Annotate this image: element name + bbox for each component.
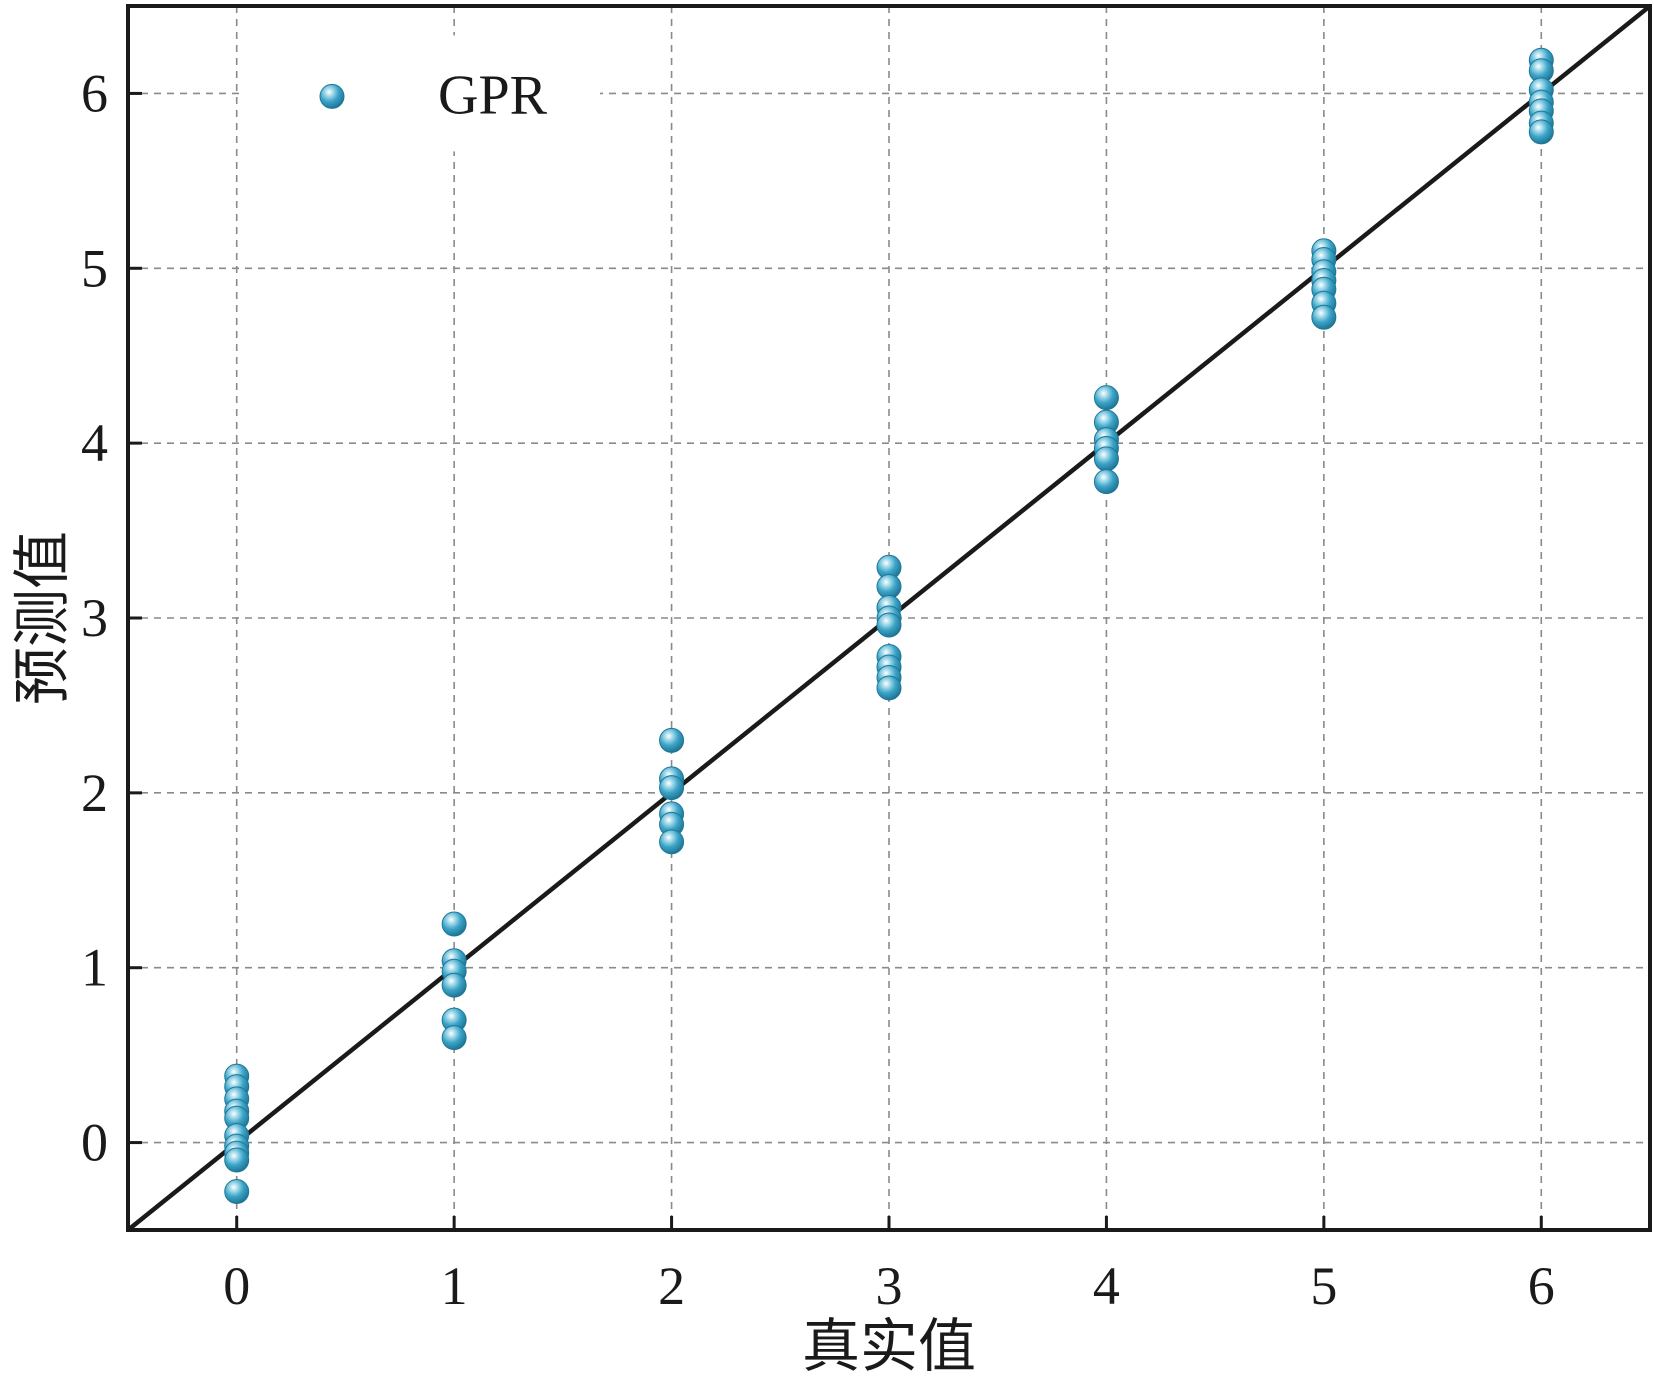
y-tick-label: 4 xyxy=(81,413,108,473)
data-point xyxy=(224,1147,250,1173)
x-tick-label: 5 xyxy=(1310,1256,1337,1316)
axis-ticks xyxy=(128,91,1543,1230)
data-point xyxy=(1528,119,1554,145)
data-point xyxy=(1093,469,1119,495)
axis-titles: 真实值 预测值 xyxy=(8,531,976,1380)
data-point xyxy=(1311,304,1337,330)
x-tick-label: 0 xyxy=(223,1256,250,1316)
x-tick-label: 4 xyxy=(1093,1256,1120,1316)
x-tick-label: 1 xyxy=(441,1256,468,1316)
x-tick-label: 3 xyxy=(876,1256,903,1316)
x-tick-label: 6 xyxy=(1528,1256,1555,1316)
x-tick-label: 2 xyxy=(658,1256,685,1316)
legend-marker xyxy=(319,83,345,109)
data-point xyxy=(224,1179,250,1205)
y-tick-label: 0 xyxy=(81,1113,108,1173)
y-tick-label: 1 xyxy=(81,938,108,998)
data-point xyxy=(659,829,685,855)
y-tick-label: 3 xyxy=(81,588,108,648)
data-point xyxy=(659,727,685,753)
data-point xyxy=(1093,385,1119,411)
legend-label: GPR xyxy=(438,64,548,126)
data-point xyxy=(1093,446,1119,472)
x-axis-title: 真实值 xyxy=(802,1312,976,1380)
data-point xyxy=(876,675,902,701)
data-point xyxy=(876,574,902,600)
legend-box xyxy=(240,35,600,152)
data-point xyxy=(441,1025,467,1051)
y-tick-label: 2 xyxy=(81,763,108,823)
tick-labels: 0 1 2 3 4 5 6 0 1 2 3 4 5 6 xyxy=(81,63,1555,1316)
y-axis-title: 预测值 xyxy=(8,531,76,705)
data-points xyxy=(224,47,1554,1205)
data-point xyxy=(659,775,685,801)
y-tick-label: 5 xyxy=(81,238,108,298)
data-point xyxy=(441,972,467,998)
legend: GPR xyxy=(240,35,600,152)
y-tick-label: 6 xyxy=(81,63,108,123)
data-point xyxy=(876,612,902,638)
data-point xyxy=(441,911,467,937)
